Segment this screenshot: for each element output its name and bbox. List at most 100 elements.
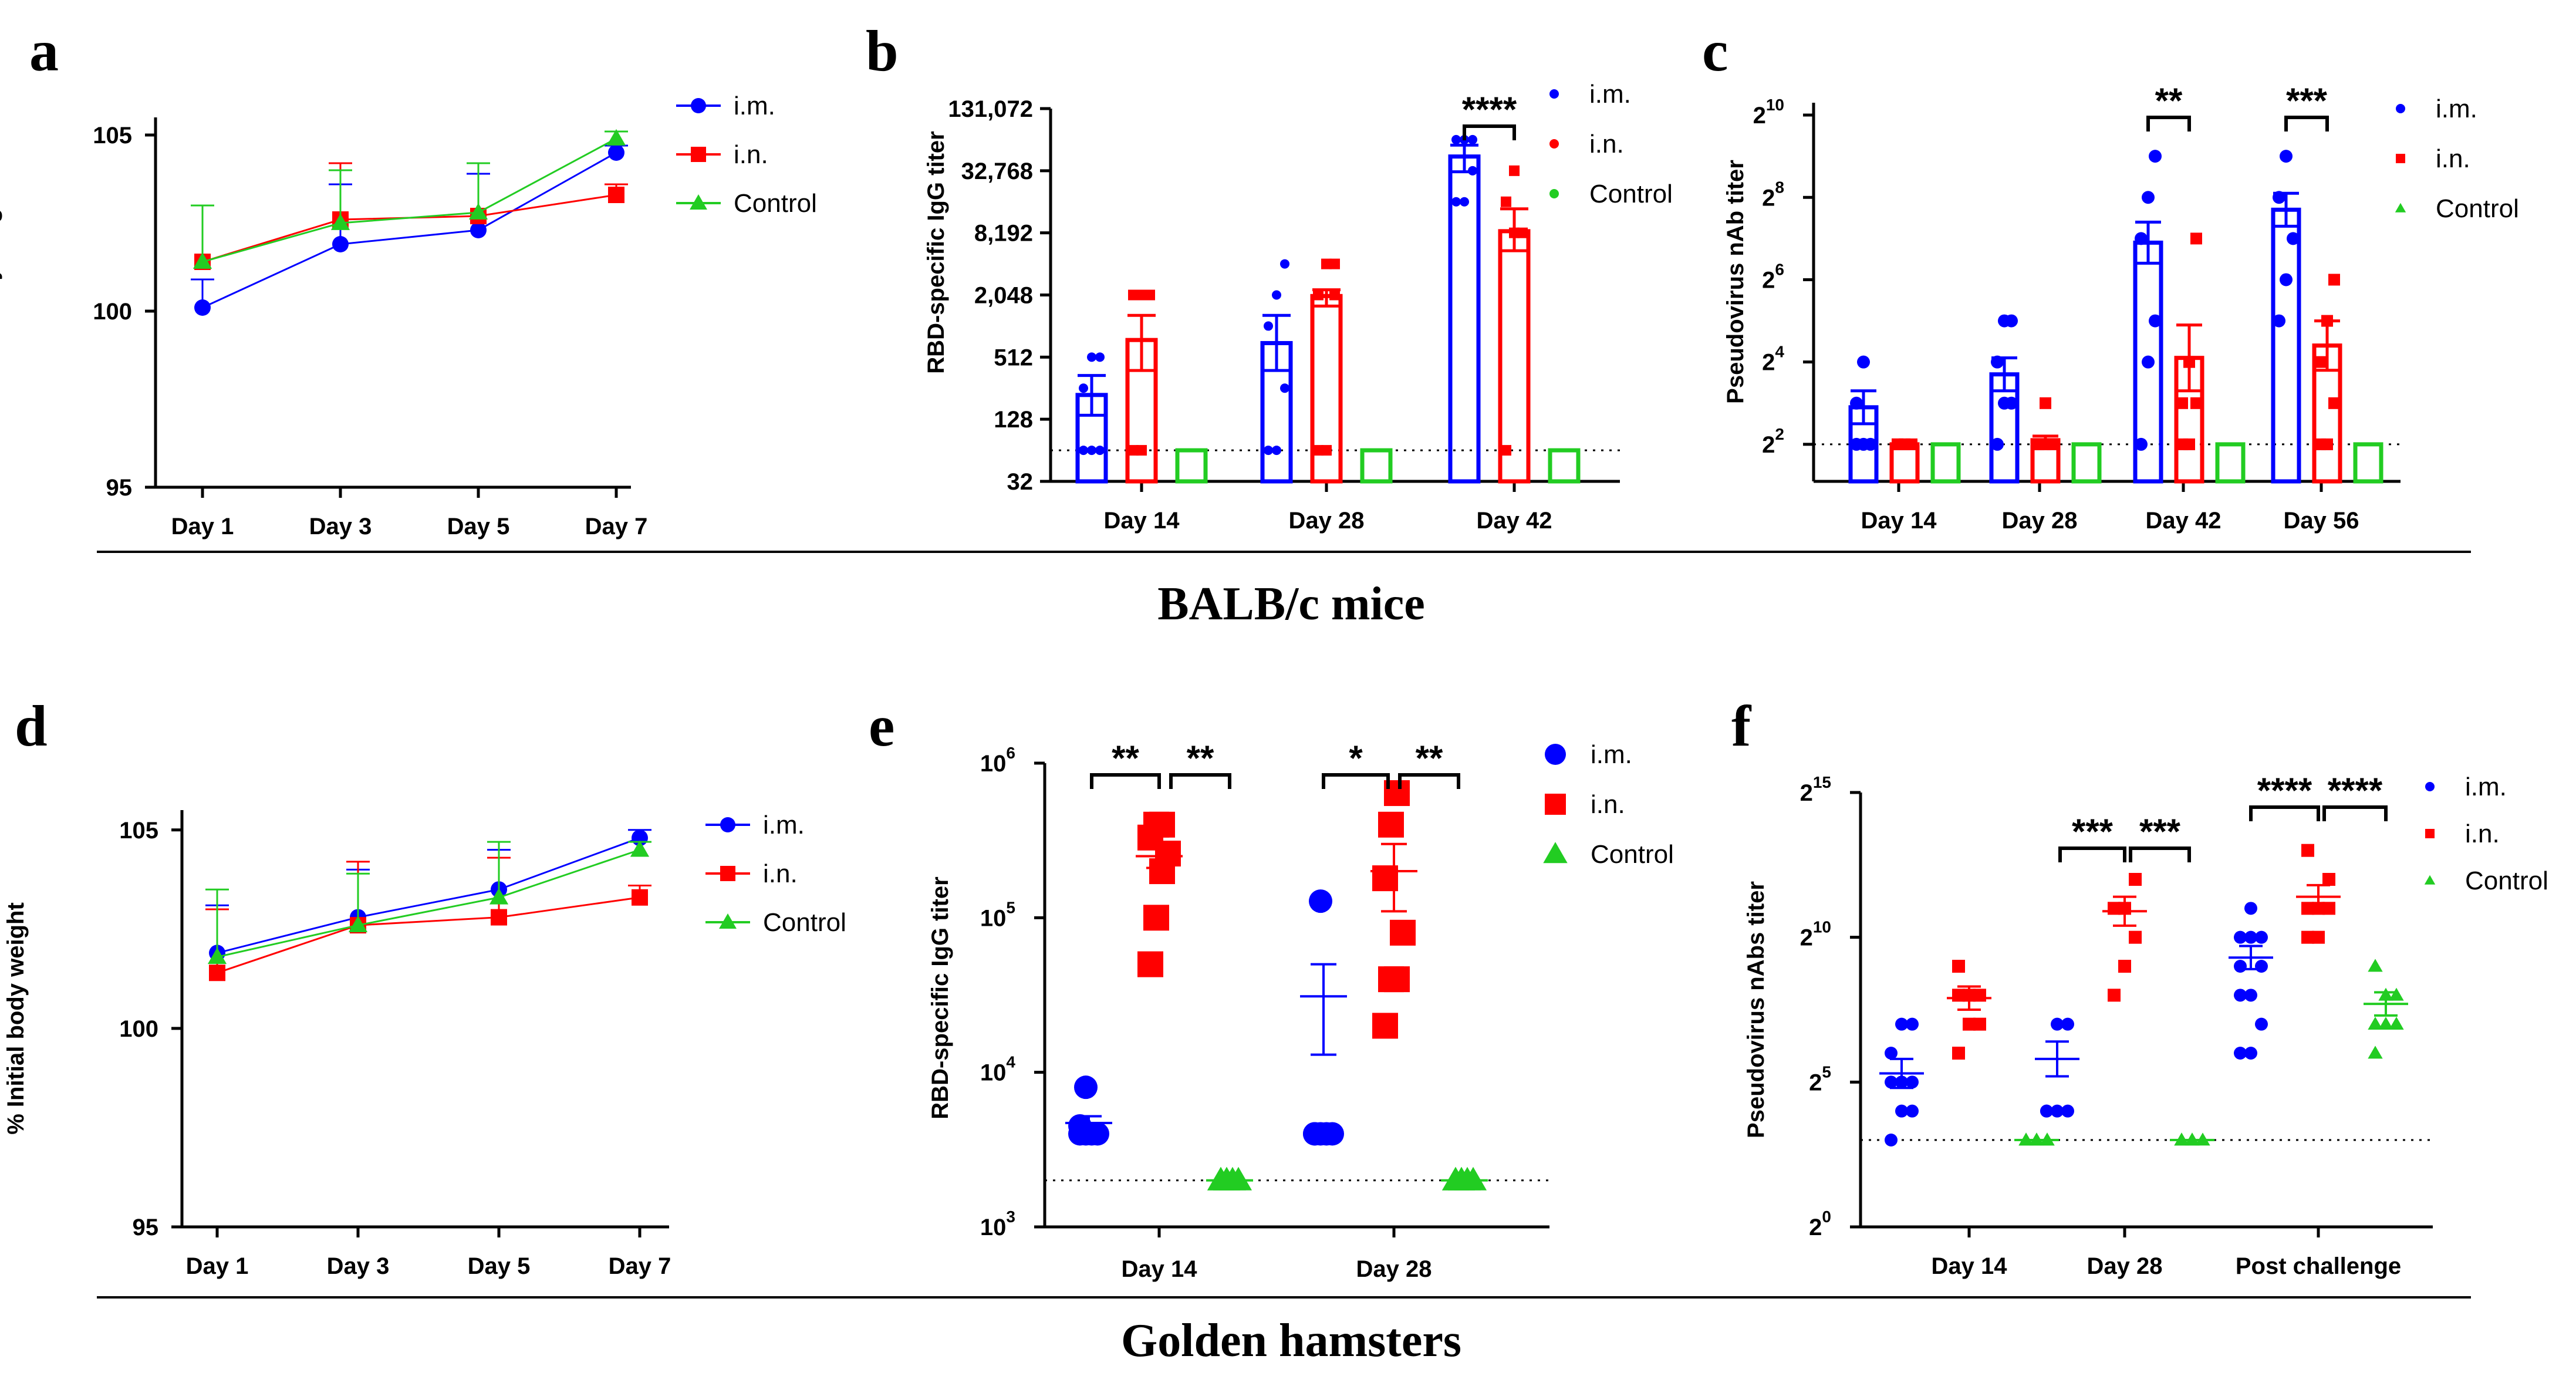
x-tick-label: Day 3 bbox=[309, 514, 372, 539]
data-point bbox=[2255, 960, 2268, 973]
data-point bbox=[2129, 930, 2142, 944]
y-tick-label: 8,192 bbox=[974, 221, 1033, 247]
significance-day56: *** bbox=[2284, 81, 2329, 131]
bar-control-3 bbox=[2353, 442, 2383, 484]
bracket-line bbox=[1322, 773, 1390, 789]
bar-im-3 bbox=[2271, 150, 2301, 484]
legend-label: Control bbox=[2465, 866, 2548, 895]
y-tick-label: 100 bbox=[93, 299, 132, 325]
legend-label: i.n. bbox=[2465, 819, 2500, 848]
significance-day42: **** bbox=[1462, 90, 1517, 140]
data-point bbox=[2328, 397, 2340, 409]
data-point bbox=[207, 947, 227, 964]
bar-control-2 bbox=[2215, 442, 2246, 484]
significance-label: *** bbox=[2286, 81, 2328, 120]
legend-item-in: i.n. bbox=[1549, 130, 1624, 158]
x-tick-label: Day 42 bbox=[1477, 508, 1552, 534]
data-point bbox=[2142, 191, 2155, 204]
data-point bbox=[209, 964, 225, 982]
data-point bbox=[2183, 356, 2195, 368]
legend-label: i.m. bbox=[1591, 740, 1632, 769]
bar-control-0 bbox=[1175, 448, 1208, 484]
panel-b: b RBD-specific IgG titer 32 128 512 2,048 8,19… bbox=[866, 18, 1673, 534]
data-point bbox=[1313, 289, 1324, 301]
legend-marker bbox=[691, 147, 706, 162]
significance-day28-left: * bbox=[1322, 738, 1390, 789]
data-point bbox=[2273, 314, 2285, 328]
y-tick-label: 210 bbox=[1800, 918, 1831, 951]
bar bbox=[1498, 229, 1531, 484]
significance-label: ** bbox=[1187, 738, 1214, 778]
bar-im-0 bbox=[1075, 352, 1108, 484]
data-point bbox=[194, 299, 211, 316]
significance-day14-right: ** bbox=[1169, 738, 1231, 789]
significance-label: **** bbox=[2257, 771, 2312, 810]
data-point bbox=[2051, 1104, 2064, 1118]
y-tick-label: 104 bbox=[980, 1053, 1016, 1086]
y-axis-label: RBD-specific IgG titer bbox=[923, 131, 949, 373]
data-point bbox=[2234, 1047, 2247, 1060]
data-point bbox=[1313, 445, 1324, 456]
legend-marker bbox=[691, 98, 706, 113]
y-tick-label: 103 bbox=[980, 1208, 1015, 1240]
data-point bbox=[1095, 352, 1105, 362]
bracket-line bbox=[2129, 846, 2191, 862]
x-tick-label: Day 7 bbox=[585, 514, 648, 539]
data-point bbox=[1280, 383, 1289, 393]
data-point bbox=[1079, 446, 1088, 456]
significance-label: ** bbox=[1416, 738, 1443, 778]
data-point bbox=[332, 236, 349, 252]
legend-item-control: Control bbox=[705, 908, 846, 937]
data-point bbox=[1451, 134, 1461, 144]
legend-label: Control bbox=[734, 189, 817, 218]
x-tick-label: Day 56 bbox=[2284, 508, 2359, 534]
data-point bbox=[1095, 446, 1105, 456]
legend-marker bbox=[720, 817, 735, 832]
data-point bbox=[1906, 1075, 1919, 1089]
bracket-line bbox=[1090, 773, 1161, 789]
panel-a: a % Initial body weight 95 100 105 Day 1 Day 3… bbox=[0, 18, 817, 539]
x-tick-label: Day 5 bbox=[468, 1253, 531, 1279]
data-point bbox=[2301, 844, 2314, 857]
data-point bbox=[468, 203, 488, 220]
bar-in-1 bbox=[1310, 258, 1343, 484]
legend-marker bbox=[2396, 104, 2405, 113]
legend-label: i.n. bbox=[734, 140, 768, 169]
bar-control-1 bbox=[2071, 442, 2102, 484]
data-point bbox=[2033, 438, 2044, 450]
data-point bbox=[2368, 1046, 2383, 1059]
significance-label: ** bbox=[1112, 738, 1139, 778]
bar bbox=[2353, 442, 2383, 484]
bar-control-1 bbox=[1360, 448, 1393, 484]
x-tick-label: Day 14 bbox=[1122, 1256, 1198, 1282]
data-point bbox=[2280, 150, 2293, 163]
data-point bbox=[1264, 446, 1273, 456]
data-point bbox=[1895, 1017, 1908, 1031]
data-point bbox=[2244, 989, 2257, 1002]
legend-label: i.m. bbox=[2436, 95, 2477, 123]
significance-label: *** bbox=[2072, 812, 2114, 851]
y-tick-label: 105 bbox=[93, 123, 132, 149]
panel-label: d bbox=[15, 693, 48, 758]
significance-day14-left: ** bbox=[1090, 738, 1161, 789]
scatter-im-1 bbox=[2035, 1017, 2079, 1118]
data-point bbox=[2280, 273, 2293, 286]
y-tick-label: 512 bbox=[994, 345, 1033, 370]
legend-item-control: Control bbox=[2395, 194, 2519, 223]
scatter-in-0 bbox=[1947, 960, 1991, 1060]
section-label-hamsters: Golden hamsters bbox=[1121, 1315, 1461, 1367]
scatter-in-0 bbox=[1136, 811, 1183, 977]
y-tick-label: 24 bbox=[1762, 343, 1784, 376]
data-point bbox=[2183, 438, 2195, 450]
x-tick-label: Day 28 bbox=[2087, 1253, 2163, 1279]
series-line bbox=[217, 849, 640, 958]
scatter-control-1 bbox=[2170, 1132, 2214, 1146]
data-point bbox=[1857, 355, 1870, 369]
significance-label: * bbox=[1349, 738, 1363, 778]
bar bbox=[2271, 207, 2301, 484]
data-point bbox=[1468, 134, 1477, 144]
data-point bbox=[630, 840, 650, 857]
bar bbox=[2071, 442, 2102, 484]
legend-label: i.m. bbox=[734, 92, 775, 120]
scatter-control-0 bbox=[2014, 1132, 2059, 1146]
